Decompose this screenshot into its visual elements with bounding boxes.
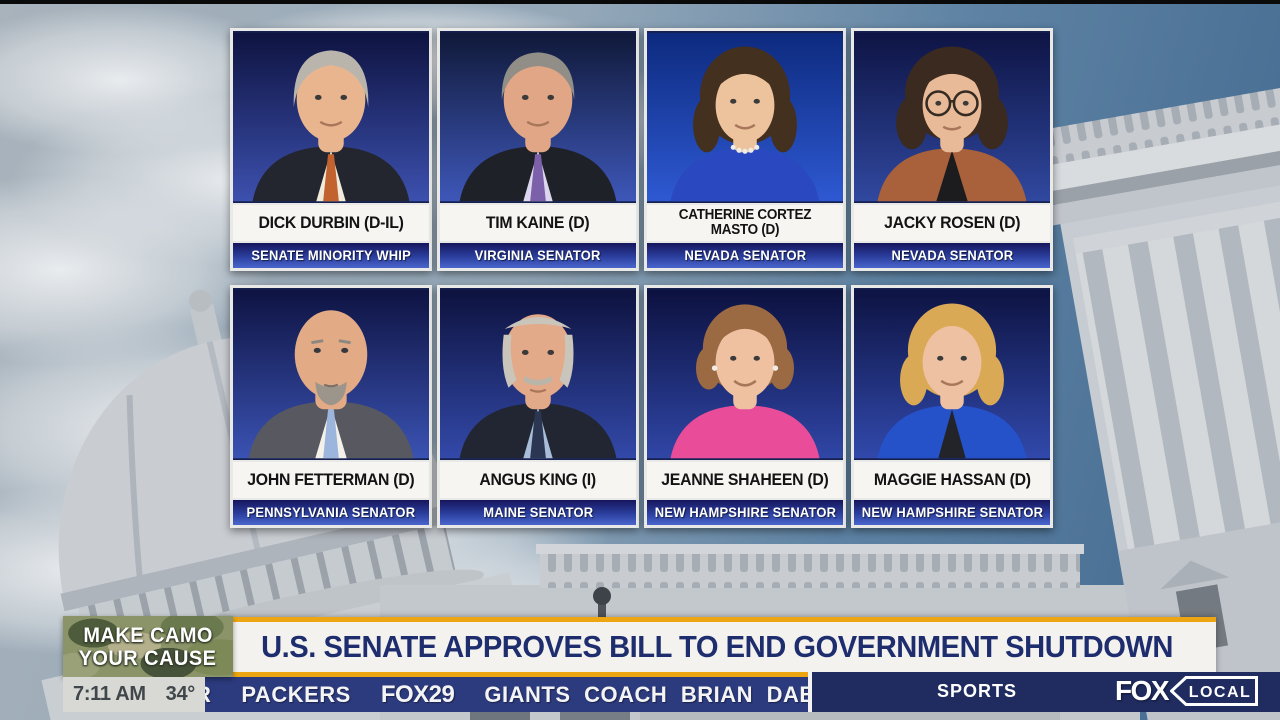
senator-card-shaheen: JEANNE SHAHEEN (D) NEW HAMPSHIRE SENATOR [644, 285, 846, 528]
senator-card-fetterman: JOHN FETTERMAN (D) PENNSYLVANIA SENATOR [230, 285, 432, 528]
fox29-logo: FOX29 [380, 680, 455, 708]
senator-portrait-king [440, 288, 636, 460]
clock-time: 7:11 AM [73, 683, 146, 705]
letterbox-top-edge [0, 0, 1280, 4]
senator-portrait-fetterman [233, 288, 429, 460]
senator-name: ANGUS KING (I) [479, 470, 597, 489]
senator-card-rosen: JACKY ROSEN (D) NEVADA SENATOR [851, 28, 1053, 271]
senator-role: VIRGINIA SENATOR [475, 248, 601, 263]
senator-card-cortez-masto: CATHERINE CORTEZ MASTO (D) NEVADA SENATO… [644, 28, 846, 271]
svg-text:LOCAL: LOCAL [1189, 684, 1252, 701]
senator-role-bar: NEVADA SENATOR [647, 243, 843, 268]
senator-name: JEANNE SHAHEEN (D) [661, 470, 829, 489]
camo-promo-badge: MAKE CAMO YOUR CAUSE [63, 616, 233, 677]
temperature: 34° [165, 683, 196, 705]
senator-role: NEW HAMPSHIRE SENATOR [861, 505, 1043, 520]
senator-name-bar: JOHN FETTERMAN (D) [233, 462, 429, 498]
senator-portrait-cortez-masto [647, 31, 843, 203]
senator-name-bar: JEANNE SHAHEEN (D) [647, 462, 843, 498]
time-temperature-bar: 7:11 AM 34° [63, 677, 205, 712]
senator-role-bar: VIRGINIA SENATOR [440, 243, 636, 268]
senator-role-bar: MAINE SENATOR [440, 500, 636, 525]
headline-text: U.S. SENATE APPROVES BILL TO END GOVERNM… [261, 629, 1173, 664]
headline-banner: U.S. SENATE APPROVES BILL TO END GOVERNM… [218, 617, 1216, 677]
senator-name: DICK DURBIN (D-IL) [258, 213, 404, 232]
senator-name: JOHN FETTERMAN (D) [247, 470, 415, 489]
senator-name: TIM KAINE (D) [486, 213, 590, 232]
senator-role: MAINE SENATOR [482, 505, 594, 520]
ticker-item: R [205, 682, 211, 708]
senator-name-bar: CATHERINE CORTEZ MASTO (D) [647, 205, 843, 241]
senator-portrait-hassan [854, 288, 1050, 460]
senator-card-kaine: TIM KAINE (D) VIRGINIA SENATOR [437, 28, 639, 271]
sports-section-label: SPORTS [937, 681, 1018, 701]
senator-role: NEVADA SENATOR [891, 248, 1013, 263]
senator-role: NEVADA SENATOR [684, 248, 806, 263]
senator-portrait-kaine [440, 31, 636, 203]
senator-name-bar: JACKY ROSEN (D) [854, 205, 1050, 241]
senator-role-bar: NEW HAMPSHIRE SENATOR [647, 500, 843, 525]
camo-promo-line1: MAKE CAMO [83, 623, 213, 647]
senator-portrait-rosen [854, 31, 1050, 203]
ticker-section-sports: SPORTS FOX LOCAL [808, 672, 1280, 712]
senator-portrait-durbin [233, 31, 429, 203]
senator-name-bar: DICK DURBIN (D-IL) [233, 205, 429, 241]
senator-role-bar: SENATE MINORITY WHIP [233, 243, 429, 268]
senator-role: SENATE MINORITY WHIP [251, 248, 411, 263]
senator-name-bar: TIM KAINE (D) [440, 205, 636, 241]
fox-local-logo: FOX LOCAL [1115, 675, 1258, 707]
local-logo-badge: LOCAL [1170, 676, 1258, 706]
senator-role: PENNSYLVANIA SENATOR [246, 505, 416, 520]
camo-promo-line2: YOUR CAUSE [79, 646, 217, 670]
senator-name: CATHERINE CORTEZ MASTO (D) [678, 206, 812, 238]
senator-role-bar: NEVADA SENATOR [854, 243, 1050, 268]
senator-role-bar: NEW HAMPSHIRE SENATOR [854, 500, 1050, 525]
senator-name: MAGGIE HASSAN (D) [873, 470, 1031, 489]
ticker-item: PACKERS [241, 681, 351, 707]
senator-name-bar: MAGGIE HASSAN (D) [854, 462, 1050, 498]
senator-name-bar: ANGUS KING (I) [440, 462, 636, 498]
senator-name: JACKY ROSEN (D) [883, 213, 1021, 232]
senator-portrait-shaheen [647, 288, 843, 460]
fox-logo-text: FOX [1114, 675, 1170, 706]
senator-role: NEW HAMPSHIRE SENATOR [654, 505, 836, 520]
senator-card-king: ANGUS KING (I) MAINE SENATOR [437, 285, 639, 528]
senator-card-hassan: MAGGIE HASSAN (D) NEW HAMPSHIRE SENATOR [851, 285, 1053, 528]
senator-role-bar: PENNSYLVANIA SENATOR [233, 500, 429, 525]
senator-card-durbin: DICK DURBIN (D-IL) SENATE MINORITY WHIP [230, 28, 432, 271]
